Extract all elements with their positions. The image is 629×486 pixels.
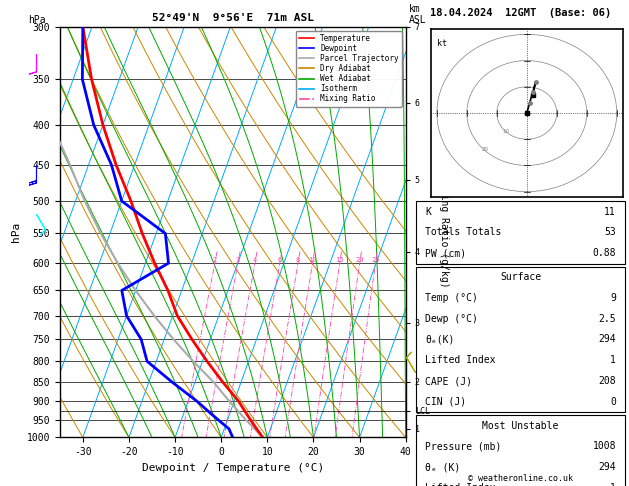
Y-axis label: hPa: hPa (11, 222, 21, 242)
Text: θₑ(K): θₑ(K) (425, 334, 454, 345)
Text: 2.5: 2.5 (598, 313, 616, 324)
Text: 11: 11 (604, 207, 616, 217)
Text: © weatheronline.co.uk: © weatheronline.co.uk (468, 474, 573, 483)
Text: 9: 9 (610, 293, 616, 303)
Text: Lifted Index: Lifted Index (425, 355, 496, 365)
Text: Surface: Surface (500, 272, 541, 282)
Text: CAPE (J): CAPE (J) (425, 376, 472, 386)
Text: 2: 2 (213, 257, 217, 263)
Text: 1008: 1008 (593, 441, 616, 451)
Text: Dewp (°C): Dewp (°C) (425, 313, 478, 324)
Text: 53: 53 (604, 227, 616, 237)
Text: CIN (J): CIN (J) (425, 397, 466, 407)
Text: 25: 25 (371, 257, 380, 263)
Text: kt: kt (437, 39, 447, 48)
Text: 10: 10 (308, 257, 317, 263)
Text: 0: 0 (610, 397, 616, 407)
Text: 4: 4 (253, 257, 257, 263)
Text: 208: 208 (598, 376, 616, 386)
Y-axis label: Mixing Ratio (g/kg): Mixing Ratio (g/kg) (439, 176, 449, 288)
Bar (416, 415, 625, 486)
Text: 1: 1 (610, 483, 616, 486)
Bar (416, 201, 625, 263)
Text: 8: 8 (296, 257, 300, 263)
Text: 20: 20 (481, 147, 488, 152)
Legend: Temperature, Dewpoint, Parcel Trajectory, Dry Adiabat, Wet Adiabat, Isotherm, Mi: Temperature, Dewpoint, Parcel Trajectory… (296, 31, 402, 106)
Text: 20: 20 (355, 257, 364, 263)
Text: PW (cm): PW (cm) (425, 248, 466, 258)
Text: Lifted Index: Lifted Index (425, 483, 496, 486)
Text: 10: 10 (503, 129, 509, 134)
Text: 294: 294 (598, 334, 616, 345)
Text: km
ASL: km ASL (409, 4, 427, 25)
Text: 15: 15 (335, 257, 344, 263)
Text: Pressure (mb): Pressure (mb) (425, 441, 501, 451)
Text: 6: 6 (277, 257, 282, 263)
Bar (416, 266, 625, 412)
Text: 3: 3 (236, 257, 240, 263)
Text: 294: 294 (598, 462, 616, 472)
Text: Temp (°C): Temp (°C) (425, 293, 478, 303)
X-axis label: Dewpoint / Temperature (°C): Dewpoint / Temperature (°C) (142, 463, 324, 473)
Text: θₑ (K): θₑ (K) (425, 462, 460, 472)
Text: hPa: hPa (29, 15, 47, 25)
Text: 18.04.2024  12GMT  (Base: 06): 18.04.2024 12GMT (Base: 06) (430, 8, 611, 18)
Text: K: K (425, 207, 431, 217)
Title: 52°49'N  9°56'E  71m ASL: 52°49'N 9°56'E 71m ASL (152, 13, 314, 23)
Text: Most Unstable: Most Unstable (482, 420, 559, 431)
Text: 1: 1 (610, 355, 616, 365)
Text: Totals Totals: Totals Totals (425, 227, 501, 237)
Text: 0.88: 0.88 (593, 248, 616, 258)
